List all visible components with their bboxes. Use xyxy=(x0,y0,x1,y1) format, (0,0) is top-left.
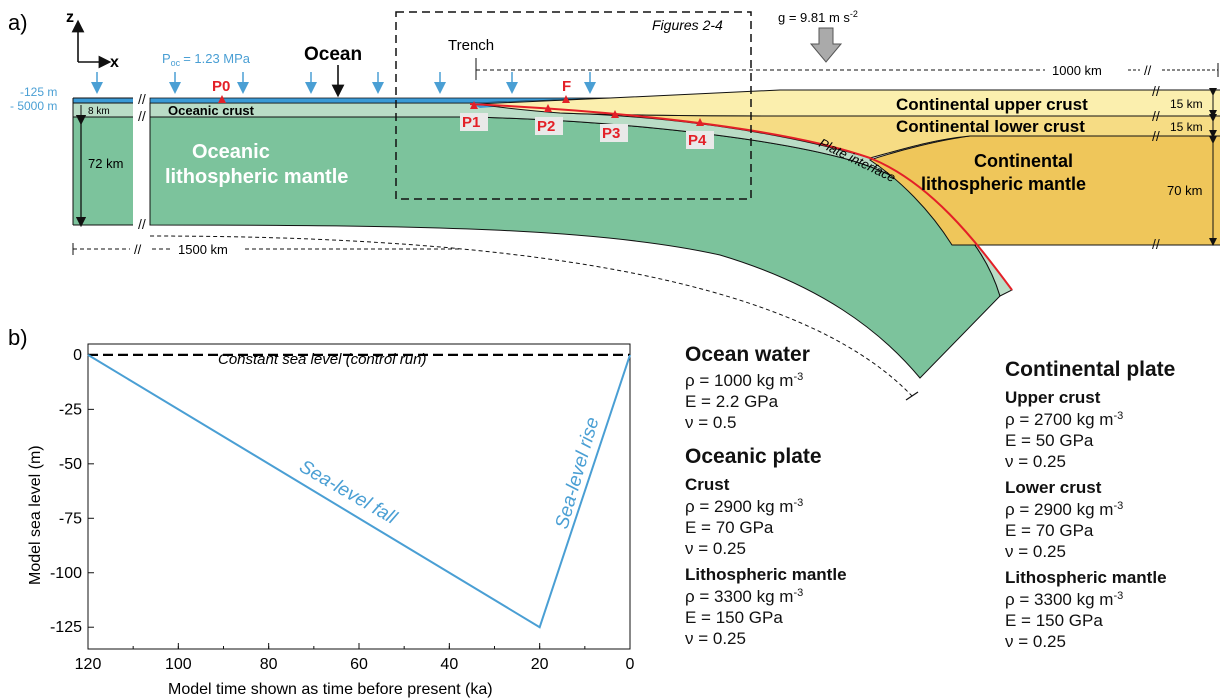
gravity-label: g = 9.81 m s-2 xyxy=(778,9,858,25)
x-tick-label: 120 xyxy=(75,656,102,673)
oceanic-mantle-rho: ρ = 3300 kg m-3 xyxy=(685,586,847,607)
lower-crust-nu: ν = 0.25 xyxy=(1005,541,1175,562)
svg-text://: // xyxy=(1152,108,1160,124)
y-tick-label: -50 xyxy=(59,456,82,473)
point-p2-label: P2 xyxy=(537,118,555,135)
y-tick-label: 0 xyxy=(73,347,82,364)
svg-text://: // xyxy=(138,91,146,107)
panel-a-label: a) xyxy=(8,10,28,35)
y-tick-label: -100 xyxy=(50,565,82,582)
point-p4-label: P4 xyxy=(688,132,707,149)
cont-mantle-thickness-label: 70 km xyxy=(1167,183,1202,198)
upper-crust-nu: ν = 0.25 xyxy=(1005,451,1175,472)
svg-text://: // xyxy=(1152,128,1160,144)
continental-plate-props: Continental plate Upper crust ρ = 2700 k… xyxy=(1005,358,1175,652)
distance-left-label: 1500 km xyxy=(178,242,228,257)
oceanic-crust-nu: ν = 0.25 xyxy=(685,538,847,559)
ocean-water-nu: ν = 0.5 xyxy=(685,412,847,433)
upper-crust-rho: ρ = 2700 kg m-3 xyxy=(1005,409,1175,430)
figures-box-label: Figures 2-4 xyxy=(652,17,723,33)
oceanic-crust-title: Crust xyxy=(685,475,847,495)
x-tick-label: 80 xyxy=(260,656,278,673)
cont-mantle-title: Lithospheric mantle xyxy=(1005,568,1175,588)
lower-crust-rho: ρ = 2900 kg m-3 xyxy=(1005,499,1175,520)
depth-bottom-label: - 5000 m xyxy=(10,99,57,113)
axis-indicator: z x xyxy=(66,9,119,71)
y-tick-label: -125 xyxy=(50,619,82,636)
svg-text://: // xyxy=(138,108,146,124)
x-tick-label: 60 xyxy=(350,656,368,673)
lower-thickness-label: 15 km xyxy=(1170,120,1203,134)
break-symbol-distance: // xyxy=(1144,63,1152,78)
cont-mantle-label-1: Continental xyxy=(974,151,1073,171)
panel-b-label: b) xyxy=(8,325,28,350)
lower-crust-title: Lower crust xyxy=(1005,478,1175,498)
trench-label: Trench xyxy=(448,37,494,54)
x-tick-label: 0 xyxy=(626,656,635,673)
upper-crust-label: Continental upper crust xyxy=(896,95,1088,114)
oceanic-plate-title: Oceanic plate xyxy=(685,445,847,469)
x-tick-label: 20 xyxy=(531,656,549,673)
point-p1-label: P1 xyxy=(462,114,480,131)
point-p0-label: P0 xyxy=(212,78,230,95)
distance-right-label: 1000 km xyxy=(1052,63,1102,78)
oceanic-mantle-label-2: lithospheric mantle xyxy=(165,166,348,188)
cont-mantle-rho: ρ = 3300 kg m-3 xyxy=(1005,589,1175,610)
ocean-water-title: Ocean water xyxy=(685,343,847,367)
upper-thickness-label: 15 km xyxy=(1170,97,1203,111)
y-axis-title: Model sea level (m) xyxy=(27,445,44,585)
lower-crust-label: Continental lower crust xyxy=(896,117,1085,136)
ocean-water-props: Ocean water ρ = 1000 kg m-3 E = 2.2 GPa … xyxy=(685,343,847,649)
mantle-thickness-label: 72 km xyxy=(88,156,123,171)
control-run-label: Constant sea level (control run) xyxy=(218,351,426,368)
oceanic-crust-e: E = 70 GPa xyxy=(685,517,847,538)
oceanic-mantle-label-1: Oceanic xyxy=(192,141,270,163)
svg-text://: // xyxy=(1152,83,1160,99)
axis-x-label: x xyxy=(110,54,119,71)
ocean-water-rho: ρ = 1000 kg m-3 xyxy=(685,370,847,391)
depth-top-label: -125 m xyxy=(20,85,57,99)
x-tick-label: 100 xyxy=(165,656,192,673)
svg-text://: // xyxy=(138,216,146,232)
axis-z-label: z xyxy=(66,9,74,26)
ocean-pressure-label: Poc = 1.23 MPa xyxy=(162,51,251,68)
sea-level-fall-label: Sea-level fall xyxy=(296,456,401,529)
crust-thickness-label: 8 km xyxy=(88,106,110,117)
ocean-title: Ocean xyxy=(304,44,362,65)
cont-mantle-e: E = 150 GPa xyxy=(1005,610,1175,631)
y-tick-label: -25 xyxy=(59,401,82,418)
break-symbol-left-distance: // xyxy=(134,242,142,257)
upper-crust-e: E = 50 GPa xyxy=(1005,430,1175,451)
svg-text://: // xyxy=(1152,236,1160,252)
oceanic-mantle-nu: ν = 0.25 xyxy=(685,628,847,649)
oceanic-mantle-e: E = 150 GPa xyxy=(685,607,847,628)
chart-area: 120 100 80 60 40 20 0 0 -25 -50 -75 -100 -125 xyxy=(50,344,635,673)
oceanic-crust-rho: ρ = 2900 kg m-3 xyxy=(685,496,847,517)
gravity-arrow-icon xyxy=(811,28,841,62)
x-axis-title: Model time shown as time before present … xyxy=(168,681,493,698)
oceanic-crust-label: Oceanic crust xyxy=(168,103,255,118)
cont-mantle-label-2: lithospheric mantle xyxy=(921,174,1086,194)
pressure-arrows xyxy=(97,72,590,88)
upper-crust-title: Upper crust xyxy=(1005,388,1175,408)
lower-crust-e: E = 70 GPa xyxy=(1005,520,1175,541)
x-tick-label: 40 xyxy=(440,656,458,673)
ocean-water-e: E = 2.2 GPa xyxy=(685,391,847,412)
y-tick-label: -75 xyxy=(59,510,82,527)
point-f-label: F xyxy=(562,78,571,95)
oceanic-mantle-title: Lithospheric mantle xyxy=(685,565,847,585)
point-p3-label: P3 xyxy=(602,125,620,142)
cont-mantle-nu: ν = 0.25 xyxy=(1005,631,1175,652)
continental-reference-column xyxy=(1168,90,1220,245)
continental-plate-title: Continental plate xyxy=(1005,358,1175,382)
